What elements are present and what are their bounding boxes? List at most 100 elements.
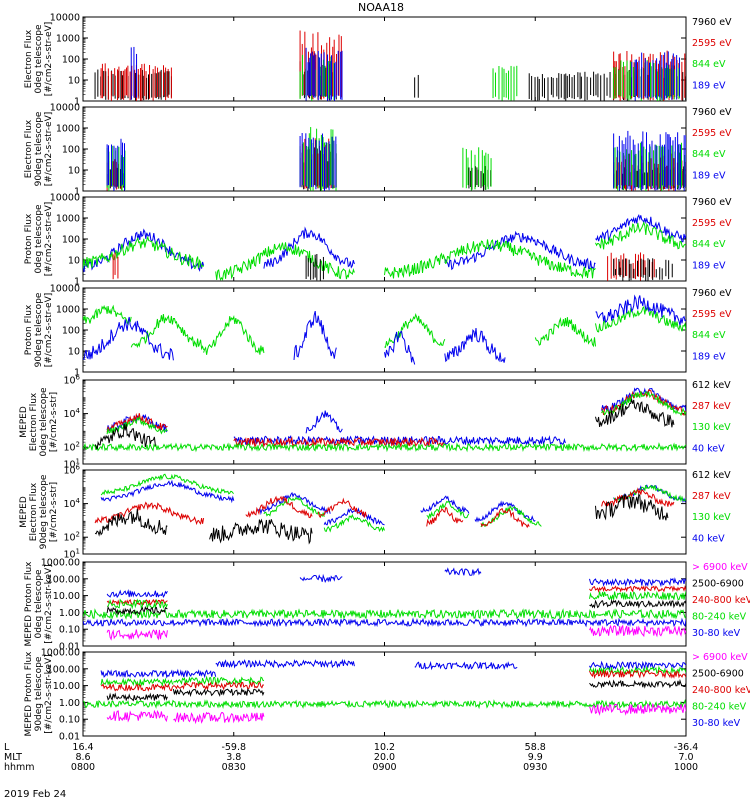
y-axis-label-line: [#/cm2-s-str-eV]	[44, 22, 54, 97]
y-tick-label: 1	[74, 368, 80, 379]
y-tick-exponent: 6	[76, 464, 81, 472]
y-tick-label: 10	[68, 256, 80, 267]
data-trace	[83, 608, 686, 620]
x-tick-label: 10.2	[374, 742, 395, 753]
data-trace	[106, 692, 168, 702]
y-axis-label-line: MEPED Proton Flux	[24, 561, 34, 647]
data-trace	[107, 598, 168, 610]
data-trace	[106, 588, 168, 599]
data-trace	[106, 629, 168, 641]
panel-data	[83, 658, 686, 725]
y-axis-label-line: [#/cm2-s-str-eV]	[44, 112, 54, 187]
legend-entry: 7960 eV	[692, 107, 732, 118]
data-trace	[83, 617, 686, 628]
legend-entry: 30-80 keV	[692, 718, 741, 729]
series-green	[83, 221, 686, 281]
y-tick-label: 1000.00	[41, 648, 80, 659]
series-green	[299, 54, 680, 101]
y-axis-label: MEPED Proton Flux90deg telescope[#/cm2-s…	[24, 651, 54, 737]
legend-entry: 612 keV	[692, 470, 731, 481]
legend-entry: 287 keV	[692, 491, 731, 502]
y-tick-label: 1000	[56, 124, 80, 135]
y-axis-label-line: Proton Flux	[24, 304, 34, 355]
panel-data	[83, 387, 686, 453]
series-blue	[106, 387, 686, 447]
data-trace	[480, 507, 530, 529]
series-red	[101, 668, 686, 692]
y-axis-label-line: 90deg telescope	[34, 111, 44, 186]
data-trace	[83, 228, 205, 273]
series-black	[106, 678, 686, 702]
legend-entry: 80-240 keV	[692, 702, 747, 713]
data-trace	[589, 702, 686, 716]
data-trace	[106, 598, 168, 607]
y-tick-exponent: 4	[76, 497, 81, 505]
panel-data	[94, 473, 686, 545]
data-trace	[384, 330, 416, 365]
series-black	[94, 493, 669, 545]
y-tick-label: 100	[62, 145, 80, 156]
data-trace	[601, 487, 675, 507]
data-trace	[589, 598, 686, 609]
y-axis-label-line: 0deg telescope	[34, 204, 44, 274]
y-axis-label-line: [#/cm2-s-str]	[49, 482, 59, 542]
legend-entry: 40 keV	[692, 533, 725, 544]
x-tick-label: 0900	[372, 762, 396, 773]
legend-entry: 2595 eV	[692, 128, 732, 139]
legend-entry: 7960 eV	[692, 288, 732, 299]
series-blue	[83, 294, 686, 365]
data-trace	[94, 509, 168, 537]
legend-entry: 844 eV	[692, 149, 726, 160]
legend-entry: 2500-6900	[692, 669, 744, 680]
y-axis-label-line: [#/cm2-s-str]	[49, 392, 59, 452]
y-tick-label: 1000	[56, 34, 80, 45]
x-tick-label: 3.8	[226, 752, 241, 763]
data-trace	[173, 681, 264, 691]
y-axis-label: Electron Flux90deg telescope[#/cm2-s-str…	[24, 111, 54, 186]
data-trace	[589, 624, 686, 638]
series-green	[106, 127, 686, 191]
series-black	[94, 397, 675, 450]
y-tick-label: 0.10	[59, 625, 80, 636]
y-axis-label-line: MEPED	[19, 496, 29, 528]
legend-entry: 80-240 keV	[692, 612, 747, 623]
legend-entry: 2595 eV	[692, 38, 732, 49]
data-trace	[100, 668, 217, 679]
y-tick-exponent: 6	[76, 374, 81, 382]
data-trace	[426, 506, 464, 527]
series-red	[94, 487, 675, 529]
series-green	[83, 590, 686, 620]
date-label: 2019 Feb 24	[4, 789, 66, 800]
legend-entry: 2595 eV	[692, 218, 732, 229]
legend-entry: 189 eV	[692, 170, 726, 181]
series-black	[94, 61, 686, 101]
panel-data	[106, 127, 686, 191]
y-tick-label: 100	[62, 235, 80, 246]
data-trace	[263, 496, 325, 518]
data-trace	[83, 442, 686, 453]
data-trace	[480, 505, 542, 528]
data-trace	[589, 585, 686, 593]
data-trace	[209, 518, 313, 545]
series-blue	[83, 567, 686, 628]
y-axis-label-line: 0deg telescope	[39, 387, 49, 457]
x-tick-label: 7.0	[678, 752, 693, 763]
panel-frame	[82, 379, 687, 465]
y-axis-label-line: 0deg telescope	[34, 569, 44, 639]
data-trace	[595, 221, 686, 250]
data-trace	[263, 226, 355, 269]
y-axis-label-line: MEPED Proton Flux	[24, 651, 34, 737]
data-trace	[83, 235, 204, 270]
data-trace	[589, 668, 686, 679]
y-axis-label-line: MEPED	[19, 406, 29, 438]
series-blue	[100, 658, 686, 679]
legend-entry: 189 eV	[692, 80, 726, 91]
y-axis-label-line: 90deg telescope	[39, 474, 49, 549]
legend-entry: 130 keV	[692, 512, 731, 523]
legend-entry: 189 eV	[692, 351, 726, 362]
series-green	[100, 473, 686, 533]
y-axis-label-line: Electron Flux	[29, 392, 39, 451]
